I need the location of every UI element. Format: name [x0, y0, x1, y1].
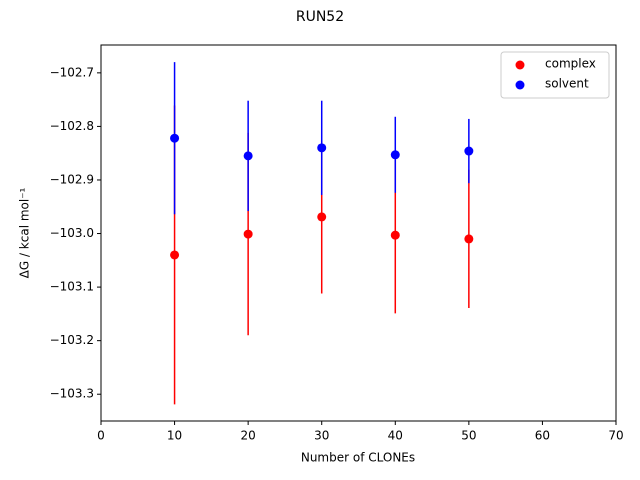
y-tick-label: −102.7	[50, 65, 94, 79]
x-tick-label: 30	[314, 429, 329, 443]
x-tick-label: 60	[535, 429, 550, 443]
point	[464, 146, 474, 156]
legend-label: solvent	[545, 77, 589, 91]
y-tick-label: −103.1	[50, 280, 94, 294]
x-axis-label: Number of CLONEs	[301, 451, 415, 465]
x-tick-label: 0	[97, 429, 105, 443]
x-tick-label: 20	[241, 429, 256, 443]
legend-marker	[515, 80, 525, 90]
x-tick-label: 10	[167, 429, 182, 443]
y-tick-label: −103.0	[50, 226, 94, 240]
point	[243, 229, 253, 239]
point	[464, 234, 474, 244]
plot-frame	[100, 44, 617, 422]
y-axis-label: ΔG / kcal mol⁻¹	[18, 187, 32, 278]
x-tick-label: 50	[461, 429, 476, 443]
point	[317, 212, 327, 222]
y-tick-label: −102.9	[50, 172, 94, 186]
x-tick-label: 40	[388, 429, 403, 443]
legend-label: complex	[545, 57, 596, 71]
legend-marker	[515, 60, 525, 70]
point	[170, 133, 180, 143]
point	[170, 250, 180, 260]
point	[390, 150, 400, 160]
chart-title: RUN52	[296, 9, 344, 25]
point	[243, 151, 253, 161]
point	[317, 143, 327, 153]
point	[390, 230, 400, 240]
y-tick-label: −103.3	[50, 387, 94, 401]
y-tick-label: −102.8	[50, 119, 94, 133]
y-tick-label: −103.2	[50, 333, 94, 347]
legend-box	[500, 51, 610, 99]
x-tick-label: 70	[608, 429, 623, 443]
